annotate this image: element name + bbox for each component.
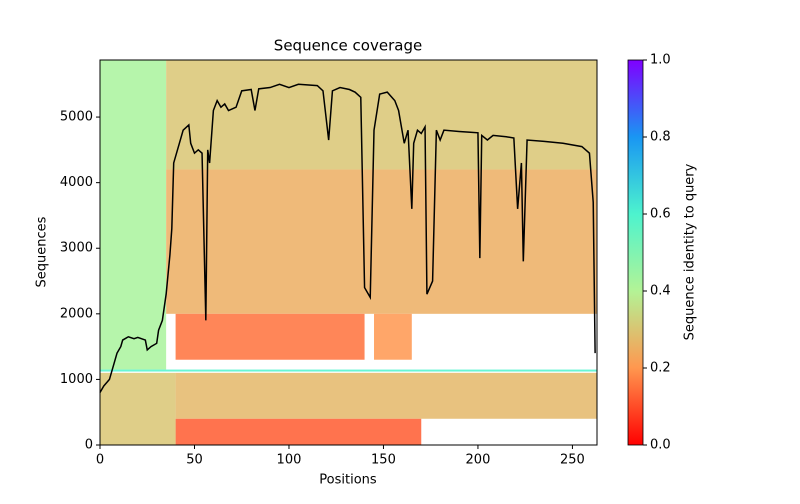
y-tick-label: 3000 [60,241,93,256]
colorbar-tick-label: 0.8 [650,130,671,145]
plot-frame [99,59,598,446]
y-axis-label: Sequences [35,216,50,287]
y-tick-label: 5000 [60,110,93,125]
x-tick-label: 0 [96,453,104,468]
y-tick-label: 1000 [60,372,93,387]
colorbar-label: Sequence identity to query [683,163,698,340]
colorbar-tick-label: 1.0 [650,53,671,68]
x-axis-label: Positions [319,473,377,488]
identity-block [175,313,365,360]
x-tick-label: 100 [277,453,302,468]
identity-block [100,369,597,372]
identity-block [100,60,167,370]
y-tick-label: 0 [85,438,93,453]
colorbar-tick-label: 0.2 [650,361,671,376]
identity-block [100,372,176,445]
x-tick-label: 150 [371,453,396,468]
coverage-line [99,83,596,393]
identity-block [374,313,412,360]
x-tick-label: 250 [560,453,585,468]
chart-title: Sequence coverage [274,37,422,55]
y-tick-label: 2000 [60,306,93,321]
identity-block [166,169,597,314]
colorbar-tick-label: 0.6 [650,207,671,222]
y-tick-label: 4000 [60,175,93,190]
colorbar [627,59,644,446]
identity-block [166,60,597,170]
x-tick-label: 50 [186,453,203,468]
identity-block [175,372,597,419]
x-tick-label: 200 [466,453,491,468]
colorbar-tick-label: 0.0 [650,438,671,453]
identity-block [175,418,422,445]
colorbar-tick-label: 0.4 [650,284,671,299]
